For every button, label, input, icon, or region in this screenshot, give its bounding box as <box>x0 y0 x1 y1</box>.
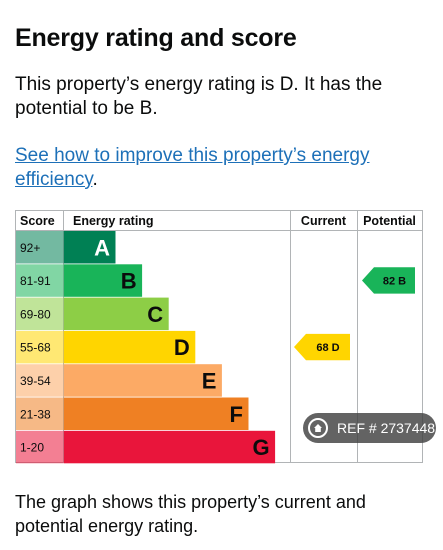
rating-letter: F <box>230 402 243 427</box>
reference-badge: REF # 2737448 <box>303 413 436 443</box>
score-cell <box>16 264 63 297</box>
score-cell <box>16 364 63 397</box>
rating-summary: This property’s energy rating is D. It h… <box>15 74 383 119</box>
rating-letter: B <box>121 269 137 294</box>
rating-bar <box>63 297 169 331</box>
rating-bar <box>63 364 222 397</box>
rating-letter: A <box>94 235 110 260</box>
rating-letter: D <box>174 335 190 360</box>
current-rating-label: 68 D <box>316 342 339 354</box>
column-header-score: Score <box>20 214 55 228</box>
improve-paragraph: See how to improve this property’s energ… <box>15 144 415 192</box>
column-header-potential: Potential <box>363 214 416 228</box>
score-cell <box>16 397 63 430</box>
rating-bar <box>63 231 116 264</box>
score-cell <box>16 231 63 264</box>
energy-rating-chart: Score Energy rating Current Potential 92+ A 81… <box>15 210 423 464</box>
rating-bar <box>63 397 249 430</box>
potential-rating-arrow <box>362 267 415 294</box>
rating-bar <box>63 330 196 364</box>
chart-caption: The graph shows this property’s current … <box>15 492 366 536</box>
score-label: 21-38 <box>20 407 51 421</box>
score-label: 39-54 <box>20 374 51 388</box>
score-label: 1-20 <box>20 441 44 455</box>
score-label: 55-68 <box>20 341 51 355</box>
column-header-current: Current <box>301 214 347 228</box>
score-cell <box>16 330 63 364</box>
reference-text: REF # 2737448 <box>337 420 436 436</box>
rating-letter: E <box>202 368 217 393</box>
rating-letter: C <box>147 302 163 327</box>
potential-rating-label: 82 B <box>383 275 406 287</box>
improve-link-suffix: . <box>92 169 98 190</box>
home-icon <box>308 418 328 438</box>
rating-bar <box>63 264 143 297</box>
score-label: 81-91 <box>20 274 51 288</box>
column-header-energy-rating: Energy rating <box>73 214 154 228</box>
score-label: 69-80 <box>20 307 51 321</box>
score-label: 92+ <box>20 241 40 255</box>
rating-letter: G <box>252 435 269 460</box>
page-title: Energy rating and score <box>15 24 297 52</box>
current-rating-arrow <box>294 333 350 361</box>
score-cell <box>16 430 63 464</box>
improve-link[interactable]: See how to improve this property’s energ… <box>15 145 370 190</box>
rating-bar <box>63 430 276 464</box>
score-cell <box>16 297 63 331</box>
